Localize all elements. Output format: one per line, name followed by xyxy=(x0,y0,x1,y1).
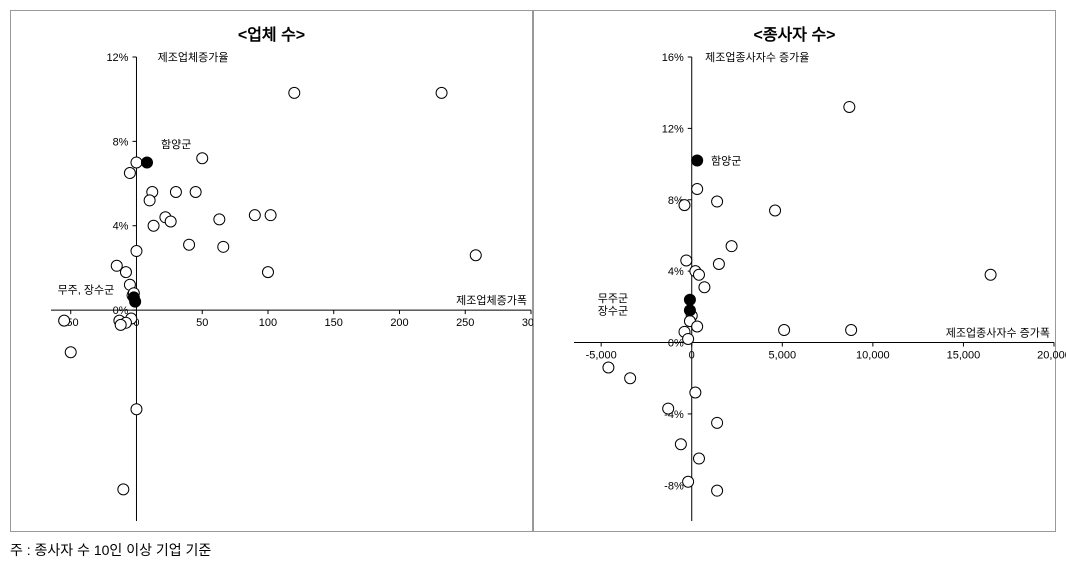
data-point xyxy=(693,453,704,464)
data-point xyxy=(131,157,142,168)
data-point xyxy=(681,255,692,266)
data-point xyxy=(683,476,694,487)
data-point xyxy=(249,210,260,221)
data-point xyxy=(846,325,857,336)
svg-text:-8%: -8% xyxy=(664,480,684,492)
highlight-point xyxy=(684,305,695,316)
data-point xyxy=(470,250,481,261)
svg-text:100: 100 xyxy=(259,317,277,329)
data-point xyxy=(214,214,225,225)
data-point xyxy=(165,216,176,227)
svg-text:20,000: 20,000 xyxy=(1037,350,1066,362)
data-point xyxy=(690,387,701,398)
data-point xyxy=(120,267,131,278)
svg-text:5,000: 5,000 xyxy=(769,350,797,362)
data-point xyxy=(118,484,129,495)
svg-text:0: 0 xyxy=(689,350,695,362)
data-point xyxy=(197,153,208,164)
svg-text:제조업종사자수 증가율: 제조업종사자수 증가율 xyxy=(705,51,809,64)
data-point xyxy=(779,325,790,336)
data-point xyxy=(190,186,201,197)
svg-text:150: 150 xyxy=(325,317,343,329)
data-point xyxy=(712,417,723,428)
data-point xyxy=(218,241,229,252)
data-point xyxy=(625,373,636,384)
svg-text:-5,000: -5,000 xyxy=(586,350,617,362)
highlight-label: 함양군 xyxy=(711,155,741,168)
data-point xyxy=(692,321,703,332)
data-point xyxy=(65,347,76,358)
data-point xyxy=(184,239,195,250)
highlight-label: 함양군 xyxy=(161,138,191,151)
left-chart-svg: -500501001502002503000%4%8%12%제조업체증가율제조업… xyxy=(11,11,543,531)
highlight-point xyxy=(142,157,153,168)
svg-text:4%: 4% xyxy=(113,221,129,233)
svg-text:10,000: 10,000 xyxy=(856,350,890,362)
svg-text:50: 50 xyxy=(196,317,208,329)
svg-text:16%: 16% xyxy=(662,52,684,64)
svg-text:제조업체증가폭: 제조업체증가폭 xyxy=(456,294,527,307)
right-chart-svg: -5,00005,00010,00015,00020,000-8%-4%0%4%… xyxy=(534,11,1066,531)
data-point xyxy=(675,439,686,450)
highlight-label: 장수군 xyxy=(598,304,628,317)
svg-text:15,000: 15,000 xyxy=(947,350,981,362)
data-point xyxy=(262,267,273,278)
svg-text:12%: 12% xyxy=(106,52,128,64)
svg-text:0%: 0% xyxy=(668,338,684,350)
data-point xyxy=(115,319,126,330)
highlight-label: 무주, 장수군 xyxy=(58,283,115,296)
data-point xyxy=(683,333,694,344)
data-point xyxy=(289,87,300,98)
highlight-point xyxy=(128,292,139,303)
svg-text:250: 250 xyxy=(456,317,474,329)
data-point xyxy=(170,186,181,197)
data-point xyxy=(124,168,135,179)
data-point xyxy=(436,87,447,98)
data-point xyxy=(148,220,159,231)
left-chart-panel: <업체 수> -500501001502002503000%4%8%12%제조업… xyxy=(10,10,533,532)
svg-text:12%: 12% xyxy=(662,123,684,135)
highlight-point xyxy=(684,294,695,305)
data-point xyxy=(693,269,704,280)
data-point xyxy=(844,101,855,112)
data-point xyxy=(692,184,703,195)
data-point xyxy=(770,205,781,216)
charts-row: <업체 수> -500501001502002503000%4%8%12%제조업… xyxy=(10,10,1056,532)
data-point xyxy=(699,282,710,293)
highlight-point xyxy=(692,155,703,166)
highlight-label: 무주군 xyxy=(598,293,628,305)
data-point xyxy=(712,485,723,496)
data-point xyxy=(603,362,614,373)
right-chart-panel: <종사자 수> -5,00005,00010,00015,00020,000-8… xyxy=(533,10,1056,532)
data-point xyxy=(985,269,996,280)
data-point xyxy=(726,241,737,252)
footnote-text: 주 : 종사자 수 10인 이상 기업 기준 xyxy=(10,540,1056,560)
data-point xyxy=(59,315,70,326)
data-point xyxy=(131,404,142,415)
svg-text:8%: 8% xyxy=(113,136,129,148)
svg-text:제조업종사자수 증가폭: 제조업종사자수 증가폭 xyxy=(946,327,1050,340)
data-point xyxy=(144,195,155,206)
data-point xyxy=(712,196,723,207)
data-point xyxy=(265,210,276,221)
svg-text:제조업체증가율: 제조업체증가율 xyxy=(158,51,229,64)
svg-text:200: 200 xyxy=(390,317,408,329)
data-point xyxy=(663,403,674,414)
data-point xyxy=(713,259,724,270)
data-point xyxy=(131,246,142,257)
data-point xyxy=(679,200,690,211)
svg-text:4%: 4% xyxy=(668,266,684,278)
